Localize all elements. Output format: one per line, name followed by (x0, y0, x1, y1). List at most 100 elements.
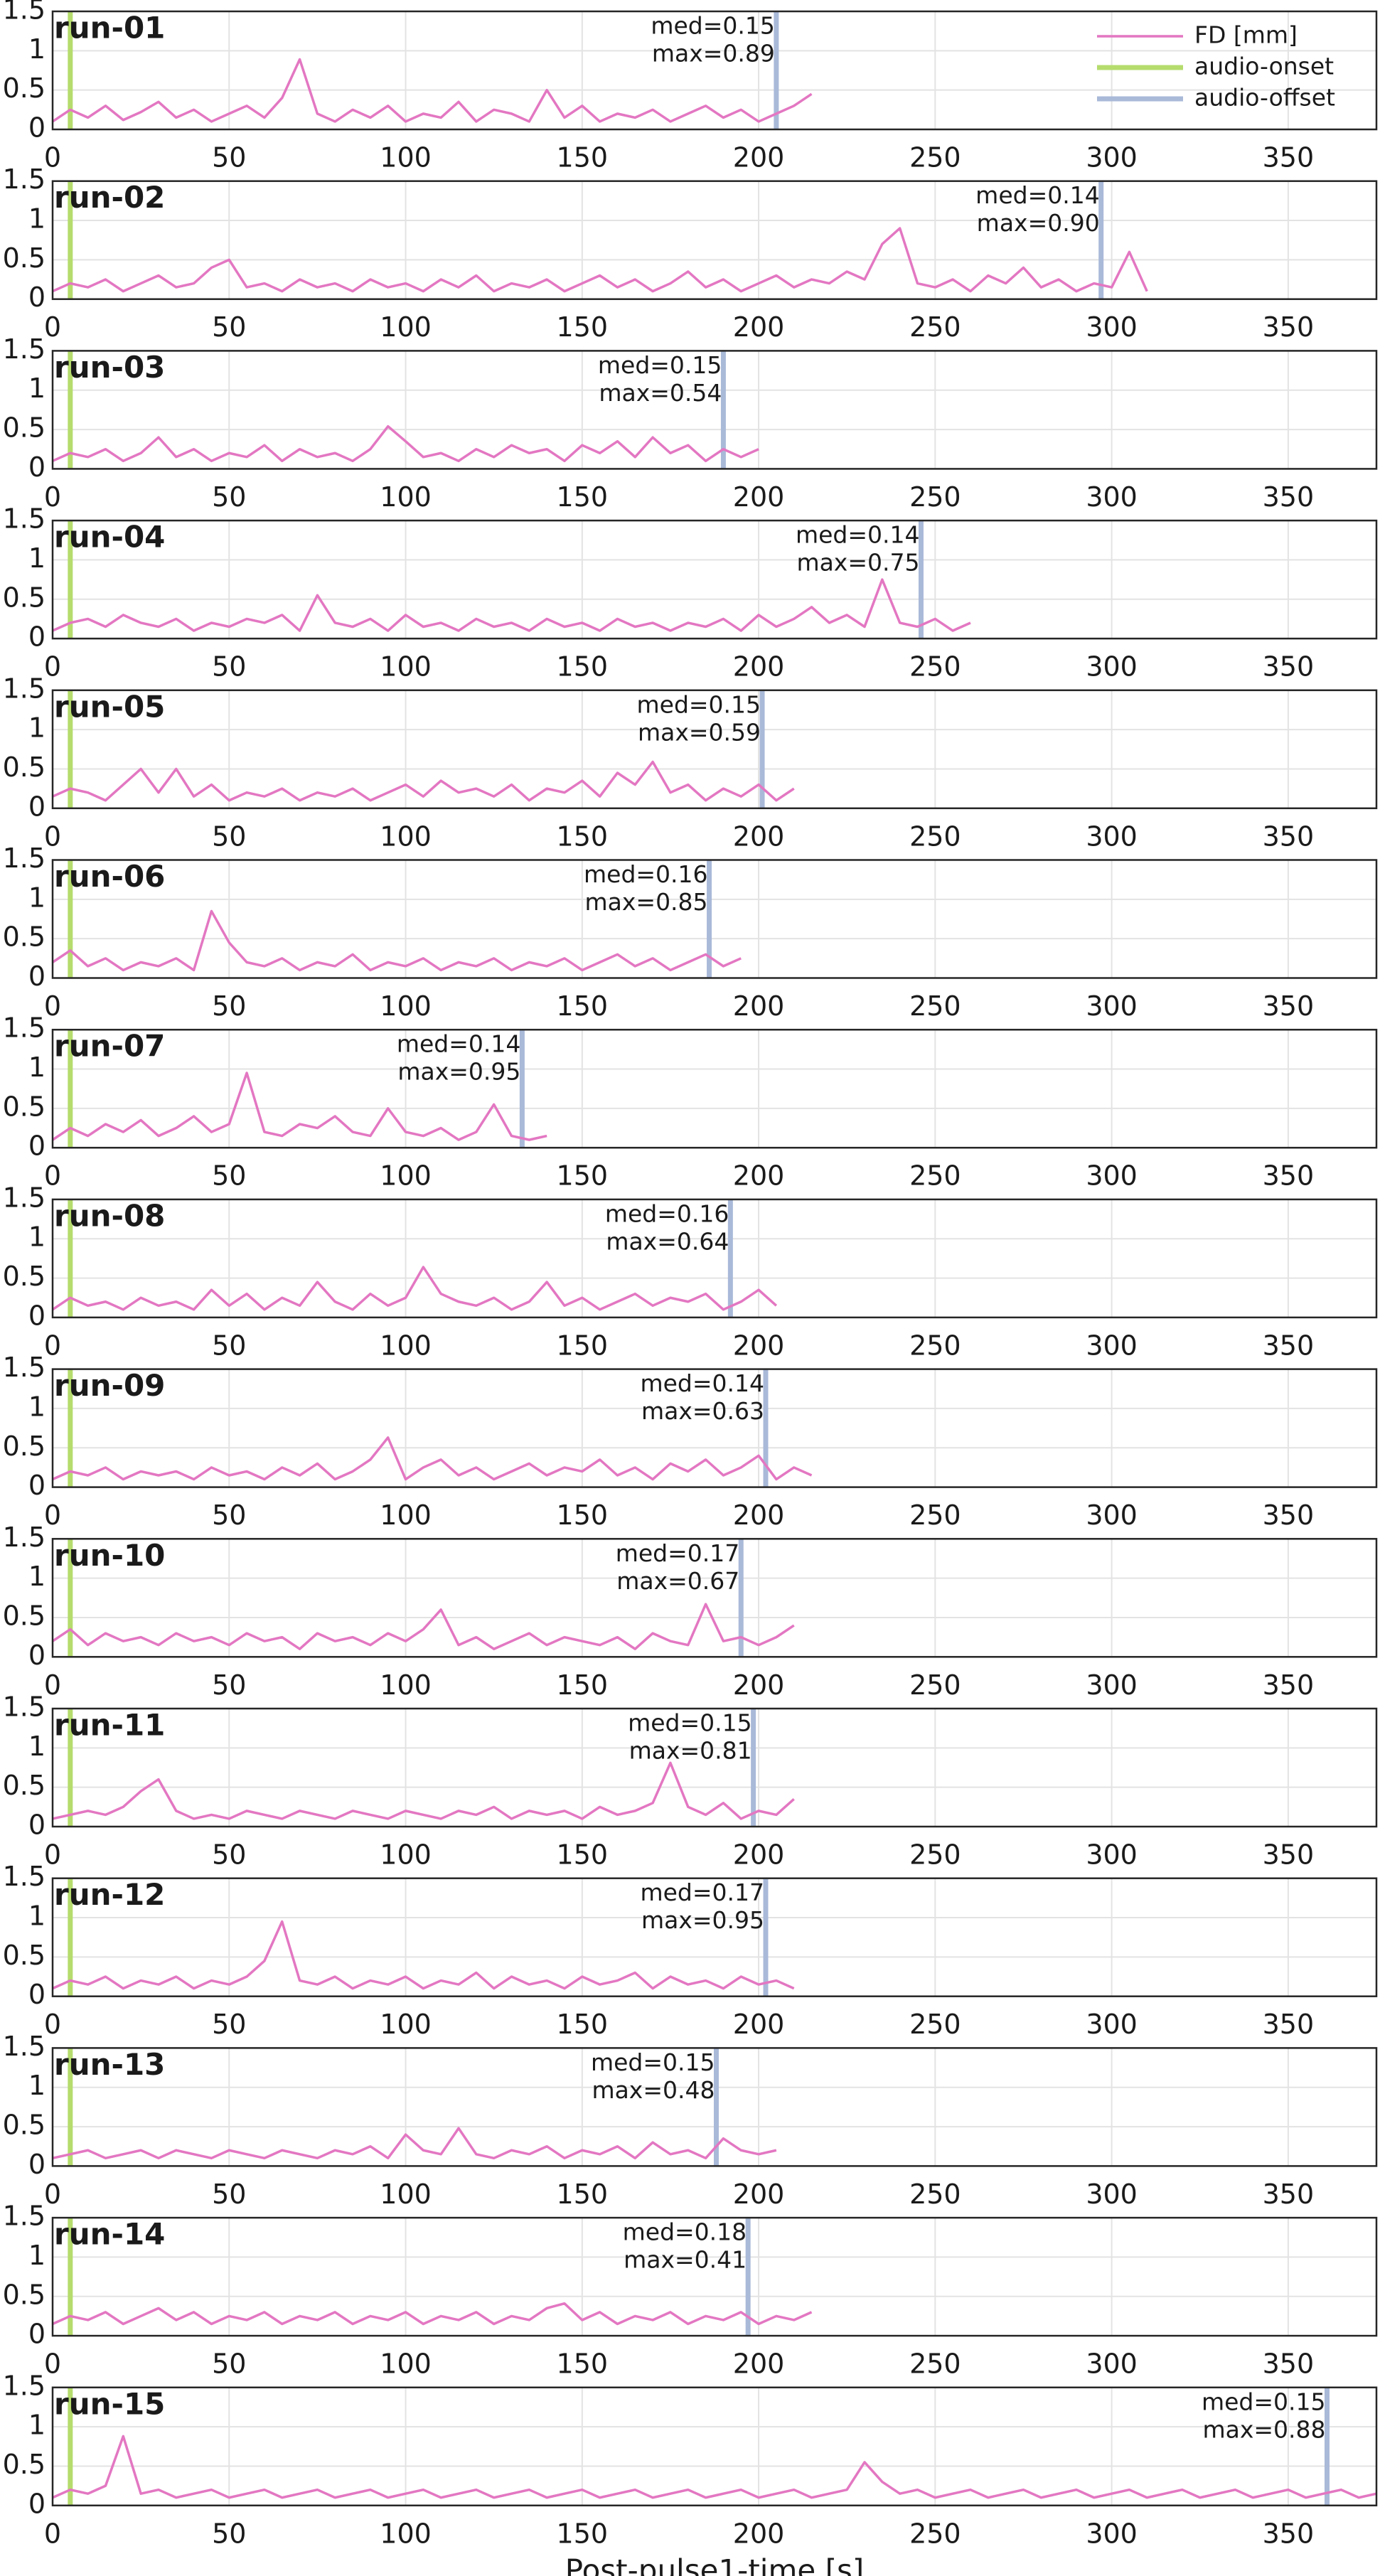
x-tick-label: 0 (44, 651, 61, 683)
x-tick-label: 0 (44, 481, 61, 513)
x-tick-label: 200 (733, 142, 785, 173)
x-tick-label: 50 (212, 2009, 246, 2040)
stats-annotation: med=0.15 (651, 12, 775, 40)
y-tick-label: 0 (28, 282, 46, 313)
axes-frame (51, 689, 1378, 810)
y-tick-label: 1.5 (3, 2370, 46, 2401)
y-tick-label: 1 (28, 543, 46, 574)
x-tick-label: 150 (557, 990, 609, 1022)
panel-title: run-12 (54, 1877, 165, 1912)
y-tick-label: 0 (28, 1131, 46, 1162)
y-tick-label: 0 (28, 961, 46, 992)
y-tick-label: 0.5 (3, 2110, 46, 2141)
x-tick-label: 200 (733, 311, 785, 343)
axes-frame (51, 1028, 1378, 1149)
stats-annotation: med=0.16 (584, 860, 708, 888)
stats-annotation: max=0.95 (397, 1058, 520, 1086)
x-tick-label: 150 (557, 2009, 609, 2040)
x-tick-label: 350 (1263, 2179, 1315, 2210)
fd-line (52, 760, 795, 802)
stats-annotation: max=0.81 (629, 1737, 752, 1765)
stats-annotation: max=0.88 (1202, 2415, 1325, 2443)
fd-line (52, 1761, 795, 1820)
fd-line (52, 1603, 795, 1650)
stats-annotation: med=0.16 (605, 1199, 729, 1227)
x-tick-label: 50 (212, 990, 246, 1022)
panel-title: run-14 (54, 2217, 165, 2252)
x-tick-label: 250 (909, 2179, 961, 2210)
x-tick-label: 150 (557, 481, 609, 513)
x-tick-label: 300 (1086, 990, 1138, 1022)
fd-line (52, 1266, 778, 1311)
stats-annotation: med=0.17 (616, 1539, 740, 1567)
x-tick-label: 0 (44, 1839, 61, 1871)
x-tick-label: 150 (557, 821, 609, 852)
x-tick-label: 50 (212, 142, 246, 173)
y-tick-label: 0 (28, 1470, 46, 1501)
stats-annotation: max=0.90 (977, 209, 1100, 237)
axes-frame (51, 2216, 1378, 2337)
x-tick-label: 50 (212, 311, 246, 343)
y-tick-label: 0.5 (3, 2279, 46, 2310)
x-tick-label: 100 (380, 651, 432, 683)
x-tick-label: 300 (1086, 2518, 1138, 2549)
panel-title: run-06 (54, 859, 165, 894)
x-tick-label: 300 (1086, 481, 1138, 513)
x-tick-label: 200 (733, 821, 785, 852)
x-tick-label: 50 (212, 2518, 246, 2549)
x-tick-label: 300 (1086, 1330, 1138, 1361)
y-tick-label: 0 (28, 791, 46, 822)
stats-annotation: med=0.14 (975, 181, 1100, 209)
stats-annotation: med=0.15 (591, 2048, 715, 2076)
x-tick-label: 350 (1263, 1330, 1315, 1361)
x-tick-label: 250 (909, 1500, 961, 1531)
x-tick-label: 100 (380, 2518, 432, 2549)
x-tick-label: 200 (733, 1330, 785, 1361)
x-tick-label: 0 (44, 821, 61, 852)
x-tick-label: 50 (212, 481, 246, 513)
legend-label: audio-offset (1194, 84, 1335, 112)
panel-title: run-02 (54, 180, 165, 215)
y-tick-label: 1 (28, 1901, 46, 1932)
x-tick-label: 350 (1263, 1839, 1315, 1871)
y-tick-label: 0.5 (3, 242, 46, 274)
x-tick-label: 350 (1263, 1160, 1315, 1192)
y-tick-label: 1 (28, 373, 46, 404)
x-tick-label: 300 (1086, 2348, 1138, 2380)
x-tick-label: 150 (557, 1669, 609, 1701)
y-tick-label: 0 (28, 1300, 46, 1331)
x-tick-label: 0 (44, 2348, 61, 2380)
fd-line (52, 1920, 795, 1990)
x-tick-label: 300 (1086, 651, 1138, 683)
y-tick-label: 1.5 (3, 1182, 46, 1213)
panel-title: run-03 (54, 350, 165, 385)
axes-frame (51, 10, 1378, 131)
x-tick-label: 200 (733, 2179, 785, 2210)
axes-frame (51, 519, 1378, 640)
x-tick-label: 100 (380, 2179, 432, 2210)
x-tick-label: 150 (557, 311, 609, 343)
x-tick-label: 100 (380, 1839, 432, 1871)
x-tick-label: 50 (212, 1160, 246, 1192)
y-tick-label: 0.5 (3, 73, 46, 104)
panel-title: run-07 (54, 1029, 165, 1064)
panel-title: run-09 (54, 1368, 165, 1403)
axes-frame (51, 350, 1378, 470)
x-tick-label: 100 (380, 311, 432, 343)
x-tick-label: 350 (1263, 2518, 1315, 2549)
y-tick-label: 1 (28, 203, 46, 235)
x-tick-label: 300 (1086, 311, 1138, 343)
stats-annotation: med=0.14 (640, 1369, 764, 1397)
x-tick-label: 300 (1086, 1160, 1138, 1192)
stats-annotation: max=0.95 (641, 1906, 764, 1934)
x-tick-label: 300 (1086, 1839, 1138, 1871)
stats-annotation: max=0.41 (624, 2246, 747, 2274)
panel-title: run-04 (54, 520, 165, 555)
y-tick-label: 1 (28, 1052, 46, 1083)
x-tick-label: 350 (1263, 2348, 1315, 2380)
y-tick-label: 0 (28, 2319, 46, 2350)
x-tick-label: 250 (909, 1839, 961, 1871)
y-tick-label: 0 (28, 1640, 46, 1671)
x-tick-label: 0 (44, 990, 61, 1022)
x-tick-label: 250 (909, 311, 961, 343)
